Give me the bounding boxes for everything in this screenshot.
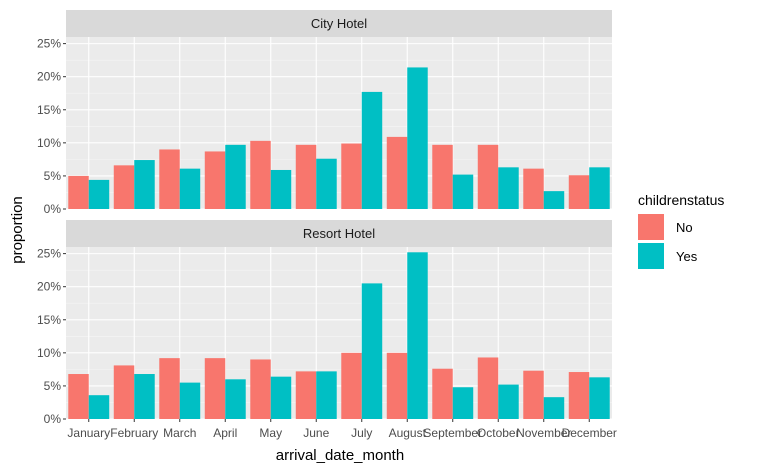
bar-yes (316, 158, 337, 209)
bar-no (295, 144, 317, 209)
bar-yes (270, 169, 292, 209)
bar-no (568, 175, 590, 209)
bar-yes (407, 252, 428, 419)
bar-no (159, 358, 180, 419)
bar-no (159, 149, 180, 209)
bar-no (250, 359, 271, 419)
legend-key-no (638, 214, 664, 240)
bar-yes (452, 387, 474, 419)
facet-strip (66, 220, 612, 247)
bar-no (432, 144, 453, 209)
legend-title: childrenstatus (638, 192, 724, 208)
legend-key-yes (638, 243, 664, 269)
bar-no (204, 151, 226, 209)
bar-no (204, 358, 226, 419)
bar-yes (316, 371, 337, 419)
facet-title: City Hotel (311, 16, 367, 31)
bar-no (386, 136, 408, 209)
x-tick-label: May (259, 426, 282, 440)
bar-no (477, 144, 499, 209)
bar-yes (88, 179, 110, 209)
bar-yes (498, 384, 519, 419)
x-tick-label: February (110, 426, 158, 440)
y-tick-label: 15% (37, 103, 61, 117)
y-tick-label: 25% (37, 37, 61, 51)
facet-panels: City Hotel 0% 5% 10% 15% 20% 25% Resort Hotel 0%… (37, 10, 612, 426)
bar-no (113, 365, 135, 419)
bar-no (250, 140, 271, 209)
bar-yes (452, 174, 474, 209)
bar-yes (498, 167, 519, 209)
legend-entries: No Yes (638, 214, 698, 269)
bar-no (523, 168, 544, 209)
legend: childrenstatus No Yes (638, 192, 724, 269)
bar-yes (88, 395, 110, 419)
bar-yes (589, 167, 610, 209)
facet-title: Resort Hotel (303, 226, 375, 241)
legend-label-yes: Yes (676, 249, 698, 264)
bar-no (295, 371, 317, 419)
bar-yes (543, 397, 565, 419)
x-tick-label: December (562, 426, 617, 440)
y-tick-label: 20% (37, 280, 61, 294)
y-axis-title: proportion (9, 196, 26, 264)
bar-yes (225, 144, 246, 209)
bar-no (568, 372, 590, 419)
bar-no (68, 374, 89, 419)
bar-yes (134, 374, 155, 419)
bar-yes (179, 168, 201, 209)
x-tick-label: November (516, 426, 571, 440)
y-tick-label: 5% (44, 379, 62, 393)
bar-yes (361, 91, 383, 209)
panel-background (66, 247, 612, 419)
bar-no (432, 368, 453, 419)
y-tick-label: 15% (37, 313, 61, 327)
bar-no (341, 352, 362, 419)
bar-no (523, 370, 544, 419)
y-tick-label: 5% (44, 169, 62, 183)
y-tick-label: 10% (37, 346, 61, 360)
x-tick-label: July (351, 426, 372, 440)
x-tick-label: June (303, 426, 329, 440)
x-tick-label: September (423, 426, 482, 440)
bar-no (477, 357, 499, 419)
bar-no (386, 352, 408, 419)
y-tick-label: 0% (44, 202, 62, 216)
x-tick-label: October (477, 426, 520, 440)
facet-strip (66, 10, 612, 37)
x-tick-label: March (163, 426, 196, 440)
bar-yes (134, 160, 155, 209)
x-tick-label: August (389, 426, 427, 440)
y-tick-label: 25% (37, 247, 61, 261)
bar-no (68, 175, 89, 209)
facet-panel: City Hotel 0% 5% 10% 15% 20% 25% (37, 10, 612, 216)
bar-yes (225, 379, 246, 419)
bar-yes (361, 283, 383, 419)
bar-yes (407, 67, 428, 209)
panel-background (66, 37, 612, 209)
bar-yes (543, 191, 565, 209)
x-tick-label: January (67, 426, 110, 440)
x-tick-label: April (213, 426, 237, 440)
y-tick-label: 10% (37, 136, 61, 150)
x-axis-title: arrival_date_month (276, 447, 404, 464)
bar-no (341, 143, 362, 209)
bar-yes (270, 376, 292, 419)
x-axis: January February March April May June July Augu… (67, 419, 617, 440)
bar-no (113, 165, 135, 209)
bar-yes (589, 377, 610, 419)
bar-yes (179, 382, 201, 419)
facet-panel: Resort Hotel 0% 5% 10% 15% 20% 25% (37, 220, 612, 426)
y-tick-label: 0% (44, 412, 62, 426)
y-tick-label: 20% (37, 70, 61, 84)
legend-label-no: No (676, 220, 693, 235)
